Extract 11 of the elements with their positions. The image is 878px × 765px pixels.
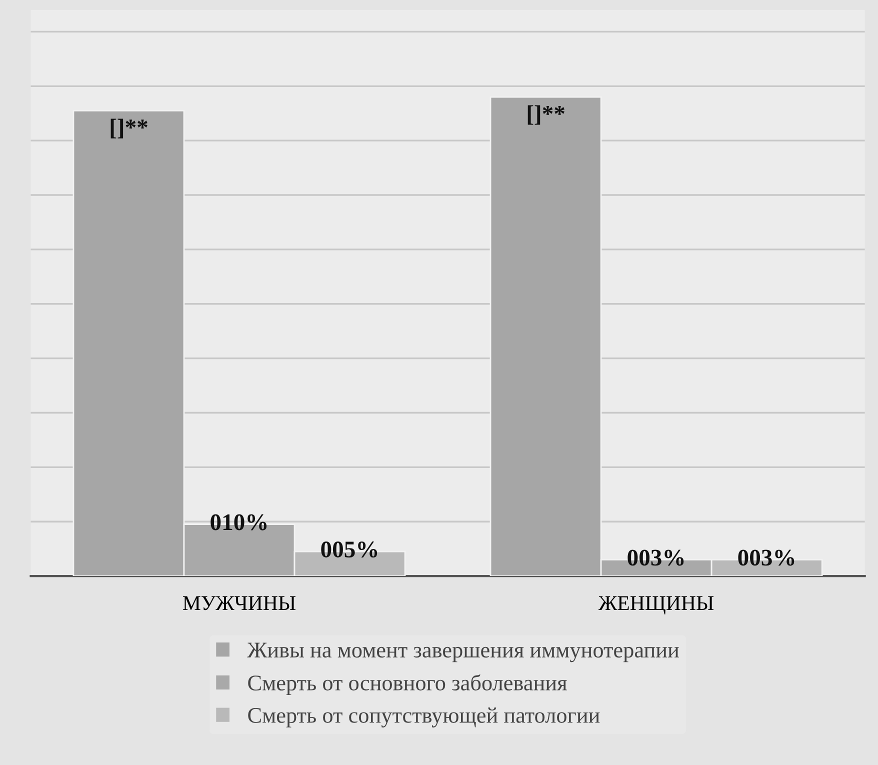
data-label: 005% — [321, 542, 378, 558]
x-tick-label: ЖЕНЩИНЫ — [598, 596, 714, 614]
data-label: []** — [110, 118, 148, 138]
legend-label: Смерть от сопутствующей патологии — [248, 707, 600, 728]
data-label: 003% — [738, 550, 794, 566]
data-label: 010% — [210, 514, 267, 530]
x-tick-label: МУЖЧИНЫ — [182, 596, 296, 610]
legend-label: Смерть от основного заболевания — [248, 674, 567, 696]
data-label: 003% — [628, 550, 684, 566]
data-label: []** — [528, 105, 564, 125]
legend-label: Живы на момент завершения иммунотерапии — [247, 642, 679, 662]
